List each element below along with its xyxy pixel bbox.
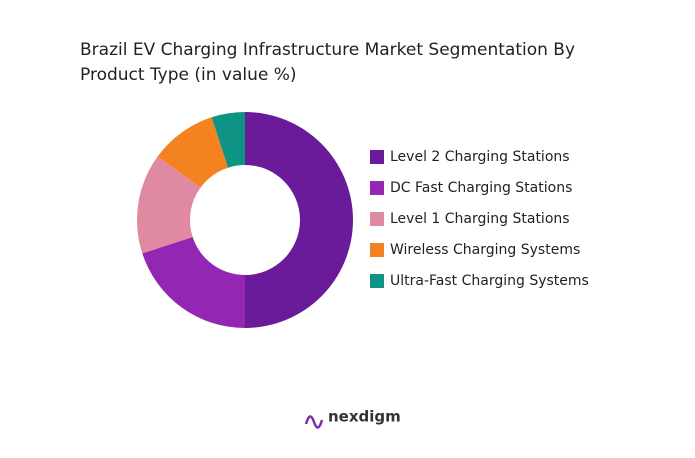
legend-label: Wireless Charging Systems <box>390 242 580 258</box>
donut-slice <box>136 156 201 254</box>
legend-label: DC Fast Charging Stations <box>390 180 572 196</box>
legend-label: Level 1 Charging Stations <box>390 211 570 227</box>
legend-label: Level 2 Charging Stations <box>390 149 570 165</box>
legend-swatch <box>370 243 384 257</box>
logo: nexdigm <box>304 408 401 429</box>
donut-slice <box>157 117 229 188</box>
donut-slice <box>142 236 245 328</box>
brand-name: nexdigm <box>328 408 401 426</box>
legend-swatch <box>370 274 384 288</box>
legend-label: Ultra-Fast Charging Systems <box>390 273 589 289</box>
logo-icon <box>304 415 324 429</box>
legend-swatch <box>370 212 384 226</box>
legend-swatch <box>370 181 384 195</box>
legend-swatch <box>370 150 384 164</box>
donut-slice <box>245 112 353 328</box>
donut-slice <box>211 112 245 168</box>
chart-title: Brazil EV Charging Infrastructure Market… <box>80 40 576 85</box>
